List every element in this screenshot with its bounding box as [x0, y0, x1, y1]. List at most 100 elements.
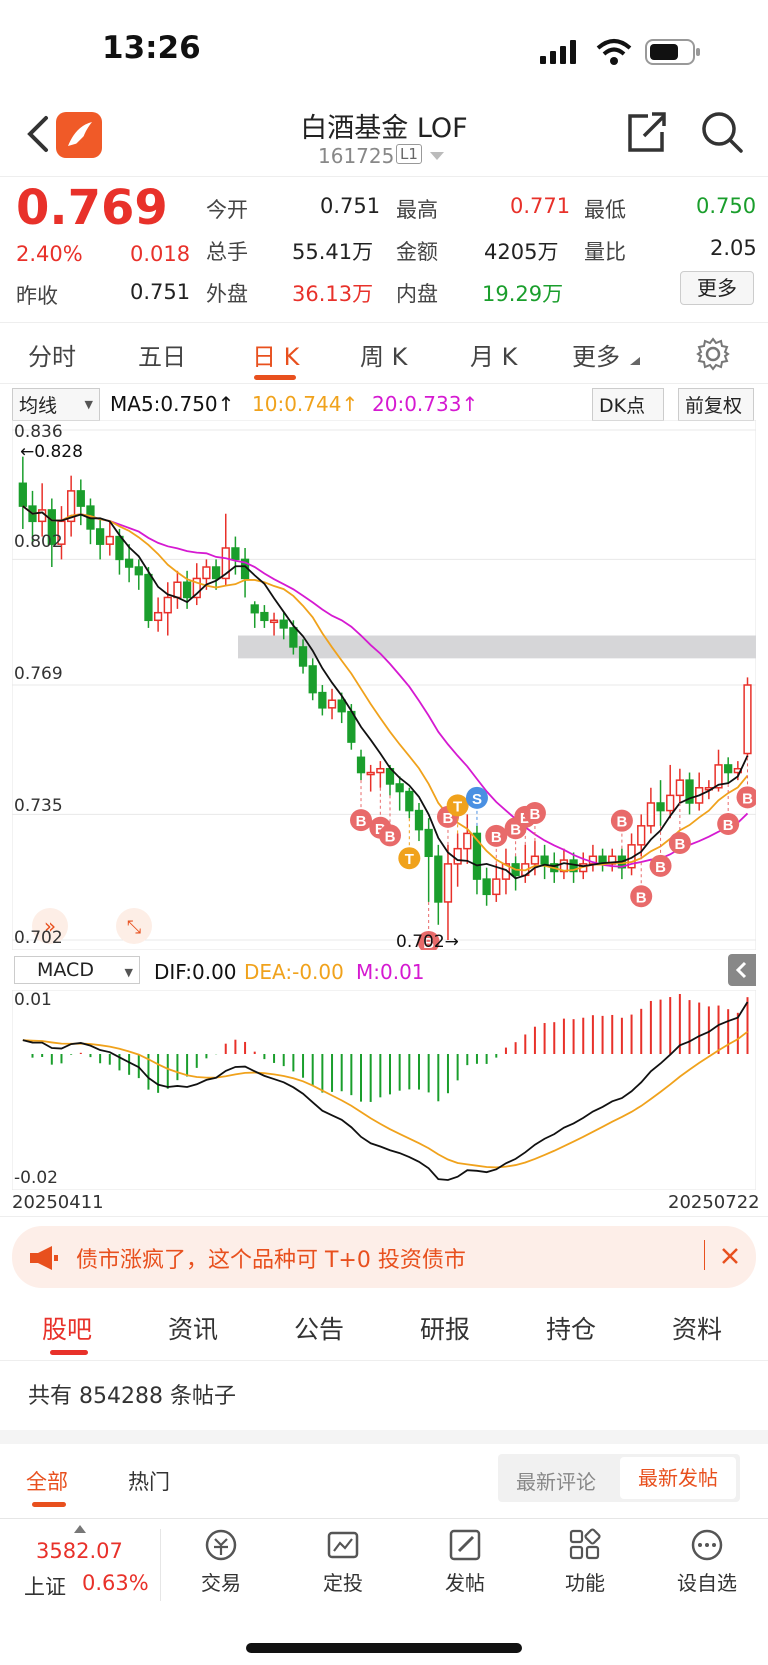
macd-select[interactable]: MACD ▼	[14, 956, 140, 984]
candle-body	[318, 691, 327, 709]
megaphone-icon	[30, 1246, 58, 1270]
candle-body	[124, 558, 134, 568]
tab-monthly-k[interactable]: 月 K	[470, 343, 518, 371]
auto-invest-button[interactable]: 定投	[288, 1527, 398, 1596]
signal-marker	[717, 812, 740, 835]
amount-value: 4205万	[484, 240, 559, 264]
filter-active-indicator	[32, 1502, 66, 1507]
tab-weekly-k[interactable]: 周 K	[360, 343, 408, 371]
tab-profile[interactable]: 资料	[672, 1315, 723, 1344]
vol-ratio-value: 2.05	[710, 236, 757, 260]
signal-label: B	[674, 836, 685, 853]
high-label: 最高	[396, 198, 438, 222]
home-indicator	[246, 1643, 522, 1653]
fullscreen-button[interactable]	[116, 908, 152, 944]
divider	[0, 1216, 768, 1217]
signal-label: B	[443, 810, 454, 827]
ma5-value: MA5:0.750↑	[110, 392, 235, 416]
index-change[interactable]: 0.63%	[82, 1571, 149, 1595]
tab-more[interactable]: 更多	[572, 343, 620, 371]
tab-news[interactable]: 资讯	[168, 1315, 219, 1344]
tab-five-day[interactable]: 五日	[138, 343, 186, 371]
banner-divider	[704, 1240, 705, 1270]
fund-code: 161725	[318, 144, 395, 168]
divider	[0, 1360, 768, 1361]
candle-body	[646, 802, 656, 827]
more-button[interactable]: 更多	[680, 271, 754, 305]
candle-body	[308, 665, 317, 694]
tab-guba[interactable]: 股吧	[42, 1315, 93, 1344]
signal-marker	[485, 824, 508, 847]
trade-label: 交易	[201, 1571, 241, 1595]
dea-line	[22, 1030, 749, 1169]
trade-button[interactable]: 交易	[166, 1527, 276, 1596]
back-arrow-icon[interactable]	[22, 114, 52, 154]
candle-body	[95, 528, 105, 545]
active-subtab-indicator	[50, 1350, 88, 1355]
tab-research[interactable]: 研报	[420, 1315, 471, 1344]
code-dropdown-icon[interactable]	[430, 152, 444, 162]
candle-body	[221, 547, 230, 580]
candle-body	[327, 699, 337, 709]
tab-daily-k[interactable]: 日 K	[252, 343, 300, 371]
filter-all[interactable]: 全部	[26, 1470, 68, 1494]
index-value[interactable]: 3582.07	[36, 1539, 123, 1563]
section-gap	[0, 1430, 768, 1444]
add-watchlist-button[interactable]: 设自选	[652, 1527, 762, 1596]
y-tick-label: 0.769	[14, 664, 63, 684]
search-icon[interactable]	[700, 110, 744, 154]
post-label: 发帖	[445, 1571, 485, 1595]
settings-gear-icon[interactable]	[696, 337, 730, 371]
signal-marker	[446, 794, 469, 817]
signal-label: T	[453, 798, 462, 815]
app-logo-icon	[56, 112, 102, 158]
y-tick-label: 0.836	[14, 422, 63, 442]
collapse-panel-button[interactable]	[728, 954, 756, 986]
post-button[interactable]: 发帖	[410, 1527, 520, 1596]
candle-body	[105, 535, 114, 545]
functions-button[interactable]: 功能	[530, 1527, 640, 1596]
x-start-date: 20250411	[12, 1192, 104, 1213]
active-tab-indicator	[254, 375, 296, 380]
adjust-button[interactable]: 前复权	[678, 388, 754, 421]
filter-hot[interactable]: 热门	[128, 1470, 170, 1494]
candle-body	[637, 825, 646, 846]
tab-holdings[interactable]: 持仓	[546, 1315, 597, 1344]
signal-marker	[398, 847, 421, 870]
candle-body	[453, 847, 462, 865]
sort-latest-post[interactable]: 最新发帖	[620, 1457, 736, 1499]
outer-label: 外盘	[206, 282, 248, 306]
signal-label: S	[472, 791, 482, 808]
volume-value: 55.41万	[292, 240, 374, 264]
index-name[interactable]: 上证	[24, 1575, 66, 1599]
more-dots-icon	[691, 1529, 723, 1561]
candle-body	[231, 547, 240, 561]
prev-close-label: 昨收	[16, 284, 58, 308]
signal-label: B	[356, 813, 367, 830]
signal-label: B	[510, 821, 521, 838]
promo-banner[interactable]: 债市涨疯了，这个品种可 T+0 投资债市	[12, 1226, 756, 1288]
signal-label: B	[636, 889, 647, 906]
expand-sidebar-button[interactable]	[32, 908, 68, 944]
tab-announcement[interactable]: 公告	[294, 1315, 345, 1344]
candle-body	[608, 855, 617, 865]
macd-bar: MACD ▼ DIF:0.00 DEA:-0.00 M:0.01	[12, 954, 756, 988]
candle-body	[356, 756, 366, 774]
signal-marker	[465, 786, 488, 809]
signal-marker	[350, 809, 373, 832]
ma-select[interactable]: 均线 ▼	[12, 388, 100, 421]
candle-body	[666, 794, 675, 812]
add-watchlist-label: 设自选	[677, 1571, 737, 1595]
dk-point-button[interactable]: DK点	[592, 388, 664, 421]
close-icon[interactable]	[720, 1246, 740, 1266]
share-icon[interactable]	[624, 110, 668, 154]
signal-icon	[540, 40, 576, 64]
macd-select-arrow-icon: ▼	[124, 966, 133, 979]
sort-latest-comment[interactable]: 最新评论	[516, 1470, 596, 1494]
candle-body	[492, 878, 501, 896]
signal-label: B	[375, 821, 386, 838]
tab-intraday[interactable]: 分时	[28, 343, 76, 371]
up-triangle-icon	[74, 1525, 86, 1533]
signal-label: B	[655, 859, 666, 876]
